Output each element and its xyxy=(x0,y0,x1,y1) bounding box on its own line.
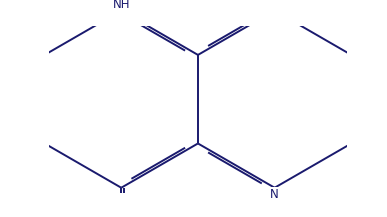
Text: N: N xyxy=(270,188,279,201)
Text: NH: NH xyxy=(113,0,130,11)
